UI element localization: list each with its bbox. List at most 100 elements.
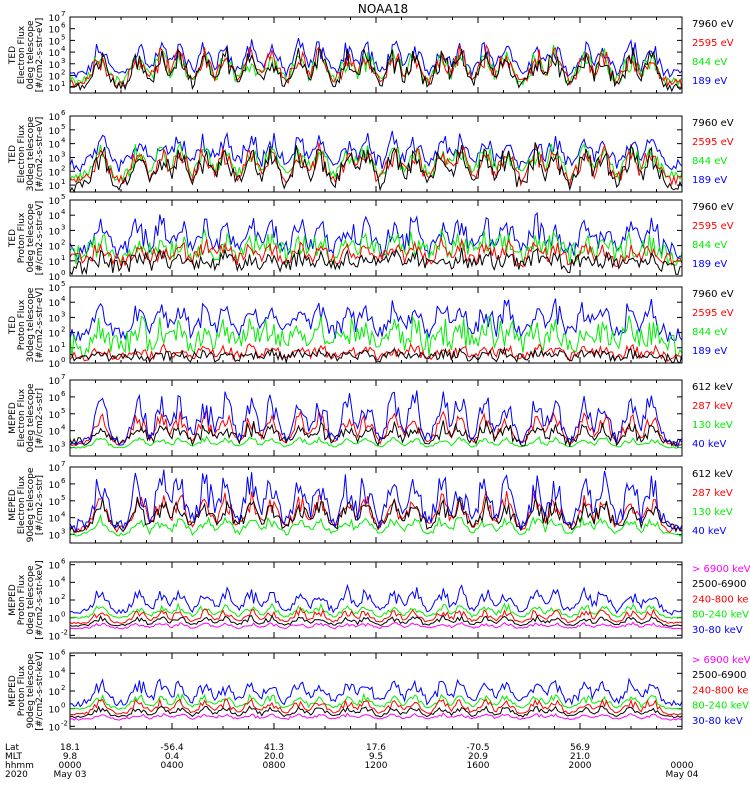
panel-7: MEPED Proton Flux 0deg telescope [#/cm2-s-s… bbox=[8, 558, 750, 643]
ytick-exponent: 4 bbox=[61, 208, 66, 216]
series-blue-line bbox=[69, 130, 683, 173]
panels: TED Electron Flux 0deg telescope [#/cm2-s-s… bbox=[8, 10, 750, 733]
ytick-exponent: -2 bbox=[61, 719, 68, 727]
legend-entry: 844 eV bbox=[692, 156, 727, 167]
series-blue-line bbox=[69, 390, 683, 449]
ytick-exponent: 7 bbox=[61, 373, 65, 381]
legend-entry: 240-800 ke bbox=[692, 685, 749, 696]
series-red-line bbox=[69, 43, 683, 89]
ytick-label: 10 bbox=[49, 360, 61, 370]
ytick-exponent: 3 bbox=[61, 150, 65, 158]
ytick-label: 10 bbox=[49, 597, 61, 607]
ytick-label: 10 bbox=[49, 84, 61, 94]
series-red-line bbox=[69, 410, 683, 447]
ytick-label: 10 bbox=[49, 562, 61, 572]
series-green-line bbox=[69, 228, 683, 266]
ytick-label: 10 bbox=[49, 197, 61, 207]
panel-6-ylabel-line: [#/cm2-s-str] bbox=[35, 475, 45, 535]
ytick-exponent: 4 bbox=[61, 45, 66, 53]
ytick-label: 10 bbox=[49, 299, 61, 309]
ytick-exponent: 6 bbox=[61, 649, 66, 657]
series-red-line bbox=[69, 236, 683, 268]
footer-lat-value: 17.6 bbox=[366, 743, 386, 753]
ytick-label: 10 bbox=[49, 227, 61, 237]
panel-frame bbox=[69, 16, 683, 94]
ytick-exponent: 6 bbox=[61, 558, 66, 566]
series-magenta-line bbox=[69, 712, 683, 721]
legend-entry: 2500-6900 bbox=[692, 579, 747, 590]
panel-6-ylabel-line: MEPED bbox=[8, 489, 18, 521]
ytick-exponent: 2 bbox=[61, 239, 65, 247]
ytick-exponent: 1 bbox=[61, 80, 65, 88]
panel-3-ylabel-line: Proton Flux bbox=[17, 212, 27, 263]
ytick-label: 10 bbox=[49, 243, 61, 253]
footer-date-value: May 04 bbox=[666, 770, 699, 780]
footer-hhmm-value: 0000 bbox=[59, 761, 82, 771]
panel-4-ylabel-line: TED bbox=[8, 316, 18, 335]
ytick-exponent: 0 bbox=[61, 356, 65, 364]
footer-hhmm-value: 0000 bbox=[671, 761, 694, 771]
panel-8: MEPED Proton Flux 90deg telescope [#/cm2-s-… bbox=[8, 649, 750, 734]
panel-6-ylabel-line: 90deg telescope bbox=[26, 467, 36, 542]
footer-row-label: 2020 bbox=[5, 770, 28, 780]
footer-hhmm-value: 1600 bbox=[467, 761, 490, 771]
series-red-line bbox=[69, 606, 683, 625]
panel-4-ylabel-line: 30deg telescope bbox=[26, 287, 36, 362]
ytick-exponent: 3 bbox=[61, 57, 65, 65]
series-blue-line bbox=[69, 469, 683, 532]
ytick-exponent: 5 bbox=[61, 280, 65, 288]
legend-entry: 240-800 ke bbox=[692, 594, 749, 605]
panel-5-ylabel-line: 0deg telescope bbox=[26, 383, 36, 453]
panel-5-ylabel-line: Electron Flux bbox=[17, 388, 27, 447]
ytick-label: 10 bbox=[49, 428, 61, 438]
ytick-exponent: 4 bbox=[61, 424, 66, 432]
legend-entry: 7960 eV bbox=[692, 19, 734, 30]
ytick-label: 10 bbox=[49, 723, 61, 733]
ytick-label: 10 bbox=[49, 653, 61, 663]
ytick-exponent: 6 bbox=[61, 109, 66, 117]
ytick-exponent: 3 bbox=[61, 223, 65, 231]
panel-6-ylabel-line: Electron Flux bbox=[17, 475, 27, 534]
series-green-line bbox=[69, 513, 683, 537]
ytick-label: 10 bbox=[49, 670, 61, 680]
ytick-label: 10 bbox=[49, 481, 61, 491]
panel-frame bbox=[69, 466, 683, 544]
panel-3-ylabel-line: TED bbox=[8, 229, 18, 248]
legend-entry: 30-80 keV bbox=[692, 625, 743, 636]
ytick-exponent: 7 bbox=[61, 10, 65, 18]
series-red-line bbox=[69, 142, 683, 187]
ytick-exponent: 3 bbox=[61, 441, 65, 449]
legend-entry: 7960 eV bbox=[692, 118, 734, 129]
ytick-label: 10 bbox=[49, 141, 61, 151]
ytick-label: 10 bbox=[49, 579, 61, 589]
ytick-exponent: 3 bbox=[61, 528, 65, 536]
footer-lat-value: 41.3 bbox=[264, 743, 284, 753]
panel-7-ylabel-line: Proton Flux bbox=[17, 574, 27, 625]
panel-7-ylabel-line: [#/cm2-s-str-keV] bbox=[35, 560, 45, 639]
legend-entry: 130 keV bbox=[692, 507, 733, 518]
series-green-line bbox=[69, 602, 683, 619]
ytick-exponent: 2 bbox=[61, 68, 65, 76]
panel-frame bbox=[69, 561, 683, 639]
series-red-line bbox=[69, 697, 682, 716]
ytick-label: 10 bbox=[49, 49, 61, 59]
footer-hhmm-value: 0800 bbox=[263, 761, 286, 771]
legend-entry: 2595 eV bbox=[692, 221, 734, 232]
ytick-label: 10 bbox=[49, 127, 61, 137]
legend-entry: 80-240 keV bbox=[692, 610, 749, 621]
footer-row-label: hhmm bbox=[5, 761, 34, 771]
ytick-label: 10 bbox=[49, 515, 61, 525]
ytick-label: 10 bbox=[49, 14, 61, 24]
panel-1-ylabel-line: TED bbox=[8, 46, 18, 65]
ytick-label: 10 bbox=[49, 394, 61, 404]
panel-frame bbox=[69, 115, 683, 193]
panel-5: MEPED Electron Flux 0deg telescope [#/cm2-s… bbox=[8, 373, 733, 457]
panel-8-ylabel-line: [#/cm2-s-str-keV] bbox=[35, 651, 45, 730]
panel-3-ylabel-line: [#/cm2-s-str-eV] bbox=[35, 201, 45, 276]
ytick-label: 10 bbox=[49, 168, 61, 178]
footer-date-value: May 03 bbox=[54, 770, 87, 780]
series-black-line bbox=[69, 496, 682, 534]
panel-frame bbox=[69, 286, 683, 364]
ytick-exponent: 2 bbox=[61, 593, 65, 601]
